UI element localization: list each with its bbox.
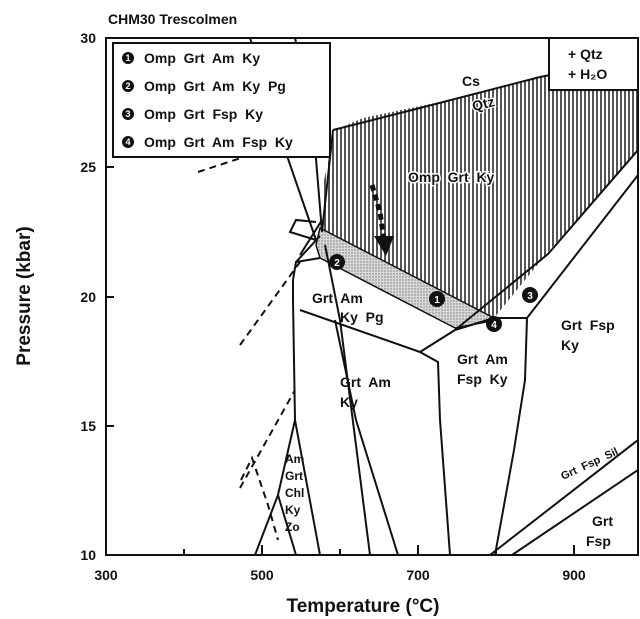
invariant-points: 1 2 3 4 [329,254,538,332]
x-ticks [105,545,575,555]
chart-title: CHM30 Trescolmen [108,11,237,27]
assemblage-legend: 1 Omp Grt Am Ky 2 Omp Grt Am Ky Pg 3 Omp… [112,42,331,158]
legend-item-text: Omp Grt Am Ky [144,50,260,66]
metastable-dashed-lines [197,154,301,541]
field-label-grt-am-ky: Grt Am [340,374,391,390]
field-label-omp-grt-ky: Omp Grt Ky [408,169,495,185]
point-marker-label: 3 [527,291,533,302]
point-marker-label: 1 [434,295,440,306]
field-label-grt-am-fsp-ky: Grt Am [457,351,508,367]
field-label-qtz: Qtz [470,93,496,114]
y-axis-title: Pressure (kbar) [14,226,35,365]
y-tick-label: 10 [80,547,96,563]
pt-path-arrow [369,184,394,256]
point-marker-2 [329,254,345,270]
y-tick-label: 25 [80,159,96,175]
y-tick-label: 15 [80,418,96,434]
field-label-am-grt-chl-ky-zo: Am [285,452,304,466]
point-marker-label: 4 [491,320,497,331]
field-label-grt-am-ky-pg: Ky Pg [340,309,384,325]
field-label-am-grt-chl-ky-zo: Ky [285,503,301,517]
field-label-grt-am-ky: Ky [340,394,358,410]
legend-item-text: Omp Grt Fsp Ky [144,106,263,122]
x-tick-label: 500 [250,567,274,583]
point-marker-label: 2 [334,258,340,269]
legend-item-text: Omp Grt Am Ky Pg [144,78,286,94]
field-label-grt-am-fsp-ky: Fsp Ky [457,371,508,387]
x-tick-label: 300 [94,567,118,583]
field-label-am-grt-chl-ky-zo: Grt [285,469,303,483]
omp-grt-ky-hatched-field [323,60,638,318]
legend-marker: 2 [125,81,130,91]
point-marker-3 [522,287,538,303]
field-label-grt-fsp: Fsp [586,533,611,549]
field-label-grt-fsp-ky: Ky [561,337,579,353]
field-label-grt-fsp-ky: Grt Fsp [561,317,615,333]
x-tick-label: 900 [562,567,586,583]
field-label-cs: Cs [462,73,480,89]
legend-item-text: Omp Grt Am Fsp Ky [144,134,293,150]
y-tick-label: 30 [80,30,96,46]
field-label-am-grt-chl-ky-zo: Chl [285,486,304,500]
point-marker-4 [486,316,502,332]
legend-marker: 4 [125,137,130,147]
y-ticks [106,37,114,556]
excess-h2o: + H₂O [568,66,607,82]
excess-phases-box: + Qtz + H₂O [548,37,639,91]
legend-marker: 3 [125,109,130,119]
legend-marker: 1 [125,53,130,63]
field-label-am-grt-chl-ky-zo: Zo [285,520,300,534]
point-marker-1 [429,291,445,307]
x-axis-title: Temperature (°C) [287,596,440,617]
field-label-grt-am-ky-pg: Grt Am [312,290,363,306]
excess-qtz: + Qtz [568,46,603,62]
x-tick-label: 700 [406,567,430,583]
y-tick-label: 20 [80,289,96,305]
field-label-grt-fsp: Grt [592,513,613,529]
